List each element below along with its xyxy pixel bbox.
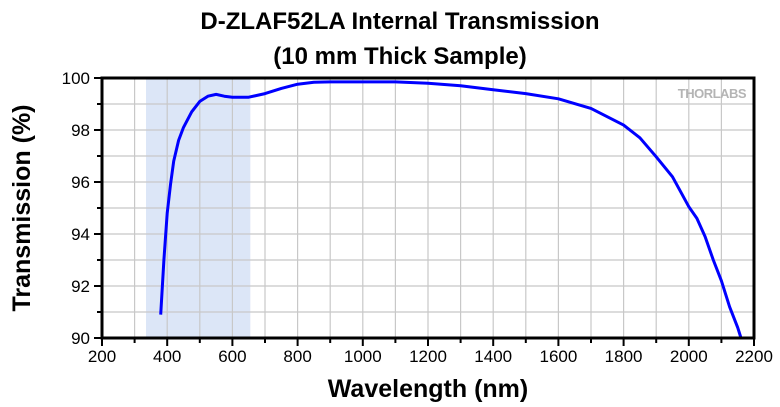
x-tick-label: 800 [283,347,311,366]
x-tick-label: 200 [88,347,116,366]
x-tick-label: 2200 [735,347,773,366]
y-tick-label: 96 [71,173,90,192]
x-tick-label: 1400 [474,347,512,366]
y-tick-label: 98 [71,121,90,140]
x-axis-label: Wavelength (nm) [328,375,528,403]
x-tick-label: 1200 [409,347,447,366]
y-tick-label: 100 [62,69,90,88]
x-tick-label: 600 [218,347,246,366]
x-tick-label: 1600 [539,347,577,366]
x-tick-label: 400 [153,347,181,366]
thorlabs-watermark: THORLABS [678,86,747,101]
y-tick-label: 90 [71,329,90,348]
chart-title-line-2: (10 mm Thick Sample) [273,43,526,70]
y-axis-label: Transmission (%) [8,105,36,312]
x-tick-label: 1800 [605,347,643,366]
x-tick-label: 1000 [344,347,382,366]
chart-title-line-1: D-ZLAF52LA Internal Transmission [200,8,599,35]
y-tick-label: 94 [71,225,90,244]
series-line [159,80,743,339]
y-tick-label: 92 [71,277,90,296]
x-tick-label: 2000 [670,347,708,366]
